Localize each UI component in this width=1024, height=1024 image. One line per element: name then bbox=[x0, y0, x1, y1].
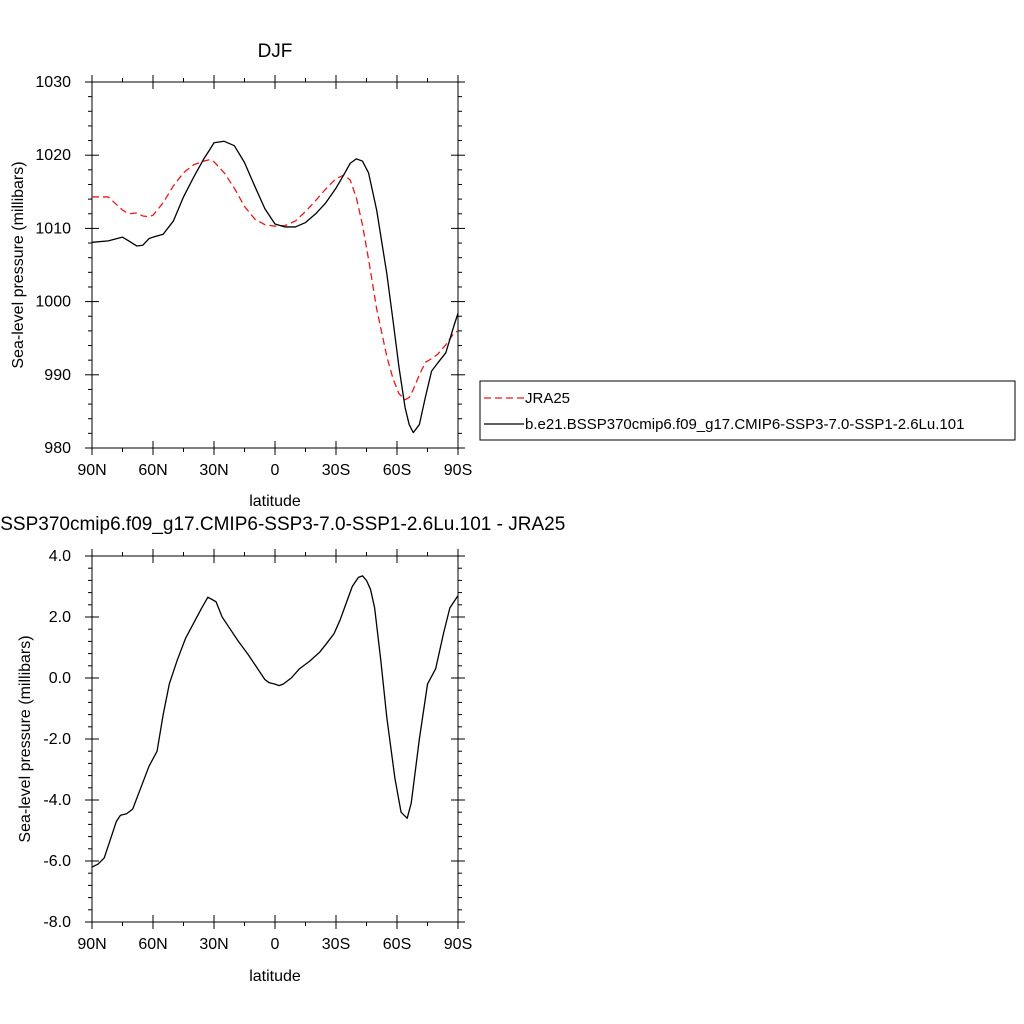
bottom-series-line-0 bbox=[91, 575, 459, 868]
top-series-line-0 bbox=[92, 158, 459, 401]
bottom-x-tick-label: 60N bbox=[138, 936, 167, 953]
bottom-y-tick-label: 2.0 bbox=[49, 609, 71, 626]
legend-label-model: b.e21.BSSP370cmip6.f09_g17.CMIP6-SSP3-7.… bbox=[525, 416, 964, 433]
top-x-tick-label: 60N bbox=[138, 462, 167, 479]
top-y-tick-label: 980 bbox=[44, 440, 71, 457]
top-y-tick-label: 1000 bbox=[35, 294, 71, 311]
top-series-line-1 bbox=[91, 140, 459, 434]
bottom-x-tick-label: 30N bbox=[199, 936, 228, 953]
bottom-x-tick-label: 0 bbox=[271, 936, 280, 953]
legend-box bbox=[479, 380, 1016, 441]
top-y-tick-label: 1020 bbox=[35, 147, 71, 164]
top-y-axis-label: Sea-level pressure (millibars) bbox=[10, 161, 27, 368]
bottom-x-tick-label: 90S bbox=[444, 936, 472, 953]
top-plot-area: 90N 60N 30N 0 30S 60S 90S 980 990 1000 1010 1020 103… bbox=[35, 74, 472, 479]
bottom-y-tick-label: 0.0 bbox=[49, 670, 71, 687]
top-chart-title: DJF bbox=[258, 41, 293, 62]
top-x-axis-label: latitude bbox=[249, 493, 301, 510]
bottom-y-tick-label: 4.0 bbox=[49, 548, 71, 565]
bottom-x-tick-label: 30S bbox=[322, 936, 350, 953]
bottom-panel: b.e21.BSSP370cmip6.f09_g17.CMIP6-SSP3-7.… bbox=[0, 514, 565, 985]
bottom-y-axis-label: Sea-level pressure (millibars) bbox=[17, 635, 34, 842]
bottom-y-tick-label: -2.0 bbox=[43, 731, 71, 748]
bottom-x-axis-label: latitude bbox=[249, 968, 301, 985]
top-y-tick-label: 1030 bbox=[35, 74, 71, 91]
bottom-y-tick-label: -8.0 bbox=[43, 914, 71, 931]
bottom-x-tick-label: 60S bbox=[383, 936, 411, 953]
legend-label-jra25: JRA25 bbox=[525, 390, 570, 407]
bottom-plot-frame bbox=[91, 555, 459, 923]
bottom-x-tick-label: 90N bbox=[77, 936, 106, 953]
top-x-tick-label: 90N bbox=[77, 462, 106, 479]
legend: JRA25 b.e21.BSSP370cmip6.f09_g17.CMIP6-S… bbox=[479, 380, 1016, 441]
bottom-y-tick-label: -6.0 bbox=[43, 853, 71, 870]
bottom-y-tick-label: -4.0 bbox=[43, 792, 71, 809]
top-y-tick-label: 1010 bbox=[35, 220, 71, 237]
top-x-tick-label: 60S bbox=[383, 462, 411, 479]
bottom-chart-title: b.e21.BSSP370cmip6.f09_g17.CMIP6-SSP3-7.… bbox=[0, 514, 565, 535]
bottom-plot-area: 90N 60N 30N 0 30S 60S 90S -8.0 -6.0 -4.0 -2.0 0.0 2.… bbox=[43, 548, 472, 953]
top-x-tick-label: 30N bbox=[199, 462, 228, 479]
top-y-tick-label: 990 bbox=[44, 367, 71, 384]
top-x-tick-label: 0 bbox=[271, 462, 280, 479]
top-x-tick-label: 90S bbox=[444, 462, 472, 479]
top-x-tick-label: 30S bbox=[322, 462, 350, 479]
top-panel: DJF 90N 60N 30N 0 30S 60S 90S 980 990 1000 1010 102… bbox=[10, 41, 472, 510]
